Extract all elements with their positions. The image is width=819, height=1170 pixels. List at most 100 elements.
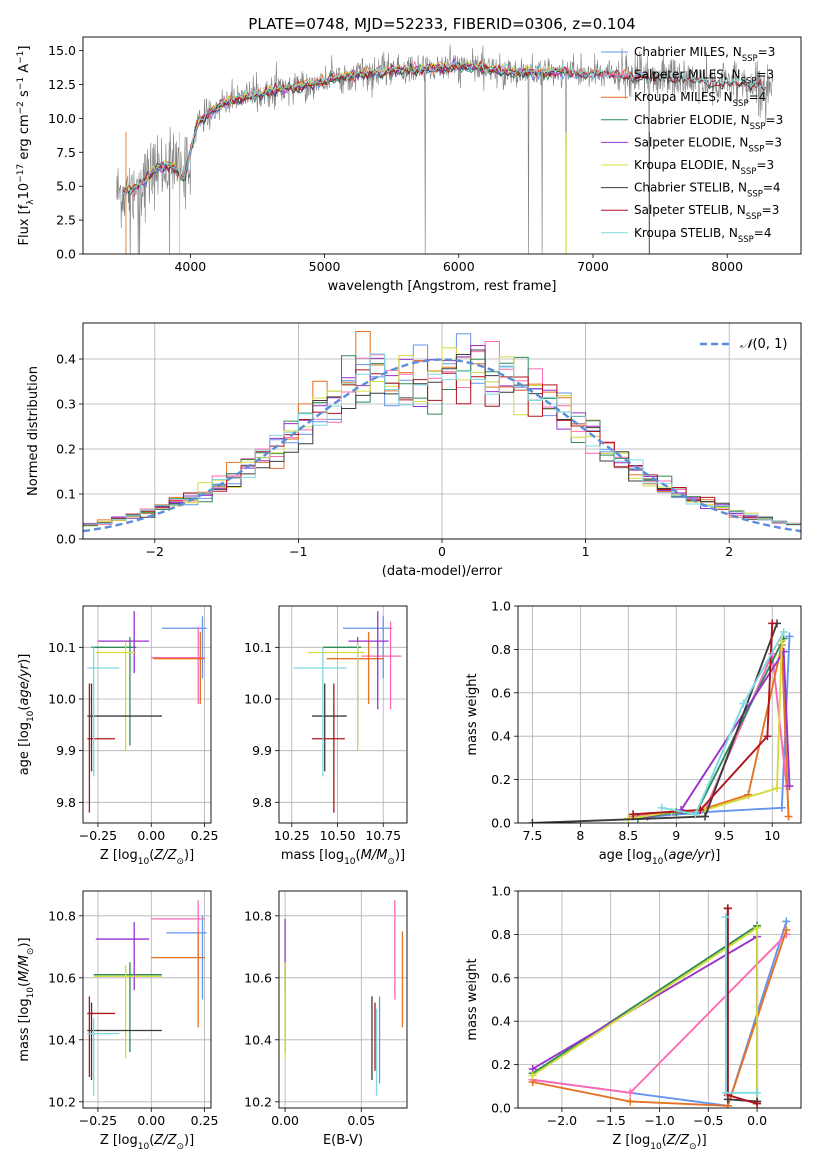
model-fit-line <box>122 60 766 195</box>
normal-distribution-curve <box>83 358 801 533</box>
x-axis-label: age [log10(age/yr)] <box>599 848 721 867</box>
series-marker <box>779 628 788 637</box>
x-tick-label: 5000 <box>309 259 341 274</box>
axes-frame <box>517 605 802 824</box>
series-marker <box>782 917 791 926</box>
legend-label: Chabrier ELODIE, NSSP=3 <box>634 113 783 132</box>
x-tick-label: −2.0 <box>547 1113 577 1128</box>
x-tick-label: 0.05 <box>347 1113 375 1128</box>
y-tick-label: 1.0 <box>491 884 511 899</box>
y-tick-label: 0.3 <box>56 397 76 412</box>
y-tick-label: 0.6 <box>491 685 511 700</box>
series-marker <box>773 784 782 793</box>
x-tick-label: 0.00 <box>137 1113 165 1128</box>
plot-area <box>87 900 207 1096</box>
x-tick-label: 9.5 <box>714 828 734 843</box>
series-marker <box>691 810 700 819</box>
chart-spectrum: 4000 5000 6000 7000 8000 0.0 2.5 5.0 7.5 10.0 12.5… <box>16 15 802 294</box>
series-marker <box>753 1099 762 1108</box>
x-axis-label: Z [log10(Z/Z⊙)] <box>100 848 194 867</box>
x-tick-label: 4000 <box>174 259 206 274</box>
x-tick-label: 9 <box>672 828 680 843</box>
model-fit-line <box>122 61 767 194</box>
series-marker <box>753 1088 762 1097</box>
x-tick-label: 7.5 <box>522 828 542 843</box>
series-marker <box>785 782 794 791</box>
y-tick-label: 0.0 <box>491 1101 511 1116</box>
x-tick-label: 8.5 <box>618 828 638 843</box>
y-axis-label: mass [log10(M/M⊙)] <box>17 937 36 1061</box>
chart-residuals: −2 −1 0 1 2 0.0 0.1 0.2 0.3 0.4 (data-model)/error… <box>26 322 802 579</box>
model-fit-line <box>122 60 766 196</box>
plot-area <box>293 611 402 813</box>
x-tick-label: 2 <box>725 544 733 559</box>
y-tick-label: 5.0 <box>56 179 76 194</box>
y-tick-label: 10.0 <box>48 692 76 707</box>
y-tick-label: 0.8 <box>491 927 511 942</box>
x-tick-label: 0 <box>438 544 446 559</box>
x-tick-label: −1.5 <box>596 1113 626 1128</box>
y-tick-label: 0.2 <box>491 1057 511 1072</box>
y-tick-label: 10.4 <box>244 1032 272 1047</box>
series-marker <box>657 803 666 812</box>
y-tick-label: 0.1 <box>56 487 76 502</box>
series-marker <box>528 1071 537 1080</box>
x-axis-label: Z [log10(Z/Z⊙)] <box>100 1133 194 1152</box>
x-tick-label: −2 <box>146 544 164 559</box>
x-tick-label: −0.25 <box>79 1113 117 1128</box>
legend-label: Kroupa MILES, NSSP=4 <box>634 90 766 109</box>
x-tick-label: 0.25 <box>191 828 219 843</box>
histogram-step <box>83 353 801 528</box>
series-marker <box>782 926 791 935</box>
legend-label: Kroupa STELIB, NSSP=4 <box>634 226 772 245</box>
series-marker <box>753 923 762 932</box>
model-fit-line <box>123 59 646 193</box>
axes-frame <box>278 890 408 1109</box>
model-fit-line <box>123 61 646 198</box>
legend-label: Kroupa ELODIE, NSSP=3 <box>634 158 774 177</box>
series-marker <box>629 810 638 819</box>
axes-frame <box>82 36 802 255</box>
legend-label: Salpeter MILES, NSSP=3 <box>634 68 774 87</box>
series-marker <box>723 904 732 913</box>
y-tick-label: 0.0 <box>56 247 76 262</box>
y-tick-label: 10.2 <box>48 1094 76 1109</box>
series-marker <box>721 913 730 922</box>
y-tick-label: 10.4 <box>48 1032 76 1047</box>
x-tick-label: −1.0 <box>644 1113 674 1128</box>
y-axis-label: Flux [fλ10−17 erg cm−2 s−1 A−1] <box>16 46 36 246</box>
axes-frame <box>82 605 212 824</box>
plot-area <box>528 904 791 1108</box>
axes-frame <box>278 605 408 824</box>
y-tick-label: 10.6 <box>48 970 76 985</box>
y-tick-label: 10.8 <box>48 908 76 923</box>
series-marker <box>784 812 793 821</box>
chart-mass_vs_ebv: 0.00 0.05 10.2 10.4 10.6 10.8 E(B-V) <box>244 890 408 1148</box>
x-axis-label: wavelength [Angstrom, rest frame] <box>328 279 557 294</box>
y-tick-label: 0.4 <box>56 352 76 367</box>
x-tick-label: 10 <box>764 828 780 843</box>
y-tick-label: 9.8 <box>252 795 272 810</box>
y-tick-label: 10.8 <box>244 908 272 923</box>
y-axis-label: age [log10(age/yr)] <box>17 654 36 776</box>
y-tick-label: 10.0 <box>48 111 76 126</box>
y-tick-label: 10.0 <box>244 692 272 707</box>
series-marker <box>768 619 777 628</box>
y-tick-label: 9.8 <box>56 795 76 810</box>
series-line <box>532 623 778 823</box>
axes-frame <box>517 890 802 1109</box>
legend-label: Salpeter ELODIE, NSSP=3 <box>634 135 782 154</box>
x-tick-label: 6000 <box>443 259 475 274</box>
y-tick-label: 10.2 <box>244 1094 272 1109</box>
x-axis-label: mass [log10(M/M⊙)] <box>281 848 405 867</box>
series-marker <box>626 1088 635 1097</box>
y-tick-label: 15.0 <box>48 43 76 58</box>
legend: Chabrier MILES, NSSP=3 Salpeter MILES, NS… <box>601 45 783 245</box>
series-marker <box>763 732 772 741</box>
plot-area <box>116 44 773 254</box>
series-marker <box>528 819 537 823</box>
y-tick-label: 12.5 <box>48 77 76 92</box>
x-tick-label: 0.0 <box>747 1113 767 1128</box>
model-fit-line <box>122 62 646 197</box>
